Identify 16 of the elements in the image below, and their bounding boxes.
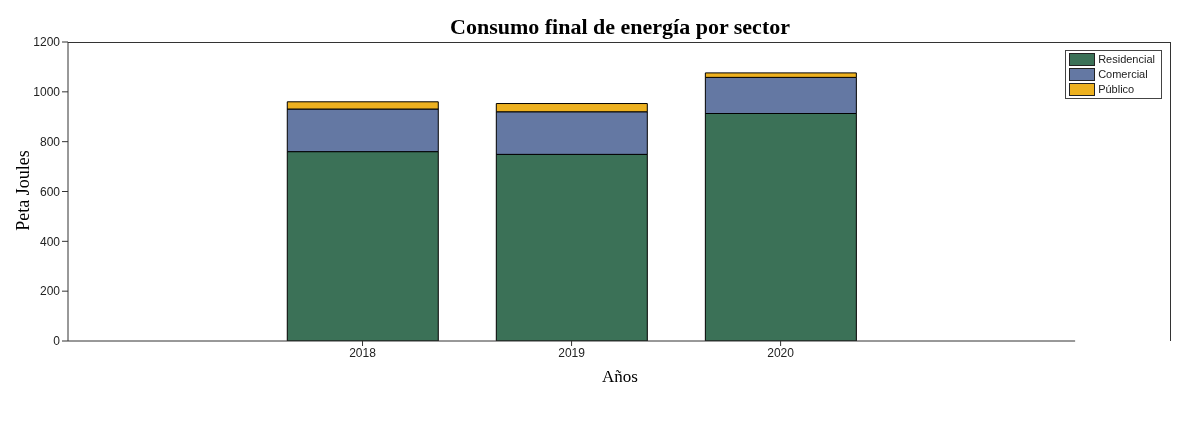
legend-label: Comercial	[1098, 67, 1148, 82]
x-axis-title: Años	[601, 367, 639, 387]
x-tick-label: 2018	[349, 345, 377, 360]
y-tick-label: 600	[39, 184, 61, 199]
y-tick-label: 200	[39, 284, 61, 299]
legend-label: Residencial	[1098, 52, 1155, 67]
legend-label: Público	[1098, 82, 1135, 97]
y-tick-label: 400	[39, 234, 61, 249]
y-tick-label: 1200	[33, 35, 61, 50]
x-tick-label: 2020	[767, 345, 795, 360]
chart-title: Consumo final de energía por sector	[449, 14, 791, 40]
x-tick-label: 2019	[558, 345, 586, 360]
y-axis-title: Peta Joules	[12, 148, 34, 233]
y-tick-label: 0	[53, 334, 61, 349]
y-tick-label: 800	[39, 134, 61, 149]
y-tick-label: 1000	[33, 85, 61, 100]
